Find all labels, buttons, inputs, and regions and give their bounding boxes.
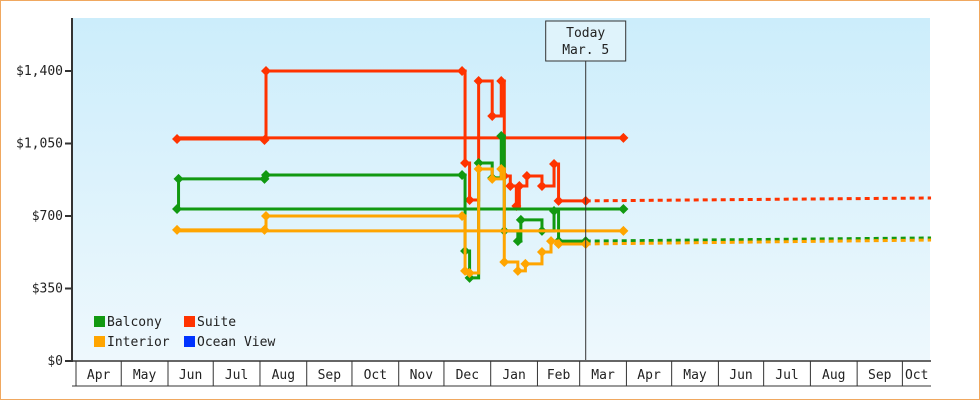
data-point: [496, 163, 507, 174]
data-point: [261, 211, 272, 221]
data-point: [473, 75, 484, 86]
today-date: Mar. 5: [562, 43, 609, 58]
data-point: [460, 157, 471, 168]
x-tick-label: May: [133, 368, 157, 383]
x-tick-label: Apr: [87, 368, 111, 383]
data-point: [546, 236, 557, 247]
data-point: [618, 132, 629, 143]
x-tick-label: Mar: [591, 368, 615, 383]
data-point: [496, 75, 507, 86]
x-tick-label: Jul: [775, 368, 798, 383]
y-tick-label: $0: [47, 354, 63, 369]
data-point: [505, 180, 516, 191]
legend-swatch: [184, 316, 195, 327]
today-label: Today: [566, 26, 605, 41]
x-tick-label: Feb: [547, 368, 571, 383]
data-point: [618, 225, 629, 236]
data-point: [514, 180, 525, 191]
data-point: [496, 131, 507, 142]
x-tick-label: May: [683, 368, 707, 383]
data-point: [521, 171, 532, 182]
data-point: [173, 173, 184, 184]
data-point: [553, 238, 564, 249]
data-point: [549, 206, 560, 217]
plot-area: [72, 18, 930, 360]
data-point: [553, 195, 564, 206]
data-point: [536, 247, 547, 258]
legend-label: Ocean View: [197, 335, 275, 350]
y-tick-label: $700: [32, 209, 63, 224]
data-point: [515, 214, 526, 225]
data-point: [457, 66, 468, 76]
data-point: [261, 169, 272, 180]
x-tick-label: Oct: [905, 368, 928, 383]
data-point: [172, 133, 183, 144]
legend-label: Balcony: [107, 315, 162, 330]
data-point: [512, 265, 523, 276]
y-tick-label: $1,400: [16, 64, 63, 79]
data-point: [172, 224, 183, 235]
legend-label: Interior: [107, 335, 170, 350]
y-axis: $0 $350 $700 $1,050 $1,400: [16, 18, 73, 369]
data-point: [259, 134, 270, 145]
data-point: [457, 169, 468, 180]
x-tick-label: Nov: [410, 368, 434, 383]
data-point: [473, 157, 484, 168]
legend: Balcony Suite Interior Ocean View: [94, 315, 275, 350]
legend-label: Suite: [197, 315, 236, 330]
data-point: [473, 163, 484, 174]
x-tick-label: Aug: [272, 368, 295, 383]
forecast-line: [585, 236, 932, 243]
today-marker: Today Mar. 5: [545, 20, 627, 360]
data-point: [487, 173, 498, 184]
x-tick-label: Apr: [637, 368, 661, 383]
data-point: [261, 66, 272, 76]
x-tick-label: Jul: [225, 368, 248, 383]
x-tick-label: Dec: [456, 368, 479, 383]
x-tick-label: Jun: [179, 368, 202, 383]
data-point: [512, 236, 523, 247]
forecast-line: [585, 196, 932, 203]
legend-swatch: [94, 336, 105, 347]
x-tick-label: Jan: [502, 368, 525, 383]
data-point: [457, 211, 468, 221]
y-tick-label: $1,050: [16, 137, 63, 152]
today-box: [545, 20, 627, 62]
x-tick-label: Aug: [822, 368, 845, 383]
x-tick-label: Jun: [729, 368, 752, 383]
x-axis: Apr May Jun Jul Aug Sep Oct Nov Dec Jan Feb Mar Apr M…: [72, 360, 931, 387]
data-point: [172, 203, 183, 214]
data-point: [520, 258, 531, 269]
data-point: [464, 195, 475, 206]
data-point: [487, 110, 498, 121]
data-point: [464, 267, 475, 278]
data-point: [618, 203, 629, 214]
data-point: [259, 224, 270, 235]
data-point: [536, 180, 547, 191]
data-point: [549, 159, 560, 170]
forecast-line: [585, 238, 932, 246]
data-point: [499, 256, 510, 267]
y-tick-label: $350: [32, 282, 63, 297]
x-tick-label: Sep: [318, 368, 342, 383]
legend-swatch: [184, 336, 195, 347]
legend-swatch: [94, 316, 105, 327]
x-tick-label: Sep: [868, 368, 892, 383]
x-tick-label: Oct: [364, 368, 387, 383]
